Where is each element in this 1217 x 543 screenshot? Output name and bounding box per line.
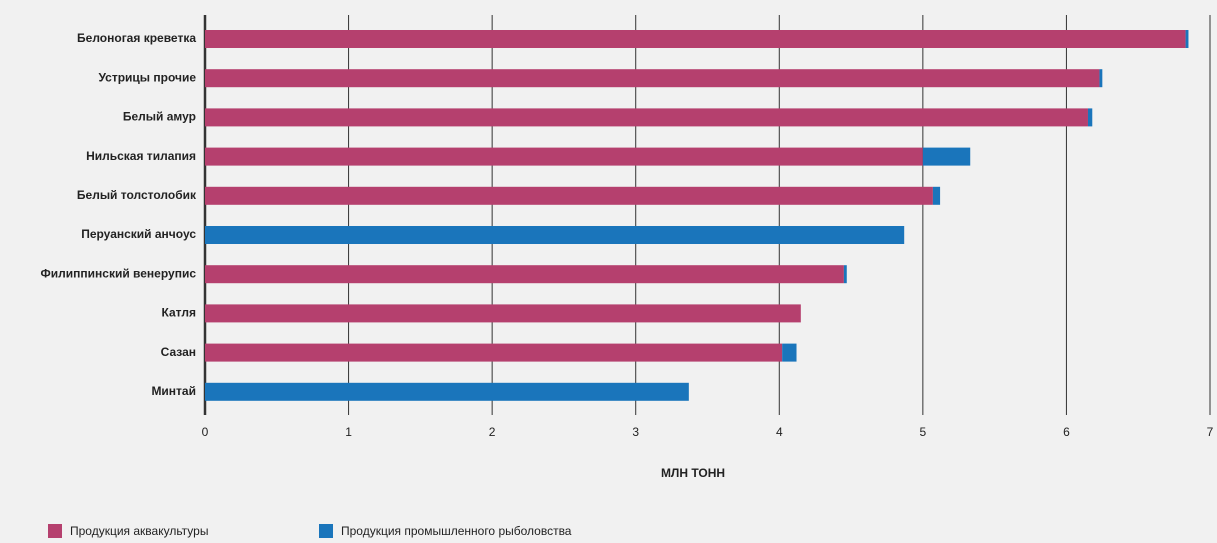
x-tick-label: 5 (920, 425, 927, 439)
bar (205, 30, 1186, 48)
bar (205, 304, 801, 323)
bar (205, 226, 905, 244)
bar (205, 265, 844, 284)
y-tick-label: Сазан (161, 345, 196, 359)
x-tick-label: 7 (1207, 425, 1214, 439)
legend-swatch (319, 524, 333, 538)
x-tick-label: 4 (776, 425, 783, 439)
bar (1087, 108, 1093, 127)
bar (1185, 30, 1189, 48)
bar (205, 382, 689, 401)
bar (932, 186, 941, 205)
bar (843, 265, 847, 284)
y-tick-label: Перуанский анчоус (81, 227, 196, 241)
legend-label: Продукция промышленного рыболовства (341, 524, 572, 538)
bar (205, 69, 1100, 88)
x-tick-label: 1 (345, 425, 352, 439)
bar (205, 108, 1088, 127)
bar (922, 147, 971, 166)
bar (205, 186, 933, 205)
x-axis-label: МЛН ТОНН (661, 466, 725, 480)
y-tick-label: Устрицы прочие (98, 70, 196, 84)
x-tick-label: 6 (1063, 425, 1070, 439)
y-tick-label: Белый толстолобик (77, 188, 197, 202)
y-tick-label: Филиппинский венерупис (41, 266, 197, 280)
bar (205, 147, 923, 166)
legend-swatch (48, 524, 62, 538)
bar (1099, 69, 1103, 88)
bar (205, 343, 783, 362)
y-tick-label: Белый амур (123, 110, 196, 124)
x-tick-label: 0 (202, 425, 209, 439)
y-tick-label: Минтай (151, 384, 196, 398)
bar (782, 343, 797, 362)
x-tick-label: 3 (632, 425, 639, 439)
y-tick-label: Нильская тилапия (86, 149, 196, 163)
y-tick-label: Белоногая креветка (77, 31, 196, 45)
legend-label: Продукция аквакультуры (70, 524, 208, 538)
y-tick-label: Катля (162, 306, 197, 320)
x-tick-label: 2 (489, 425, 496, 439)
